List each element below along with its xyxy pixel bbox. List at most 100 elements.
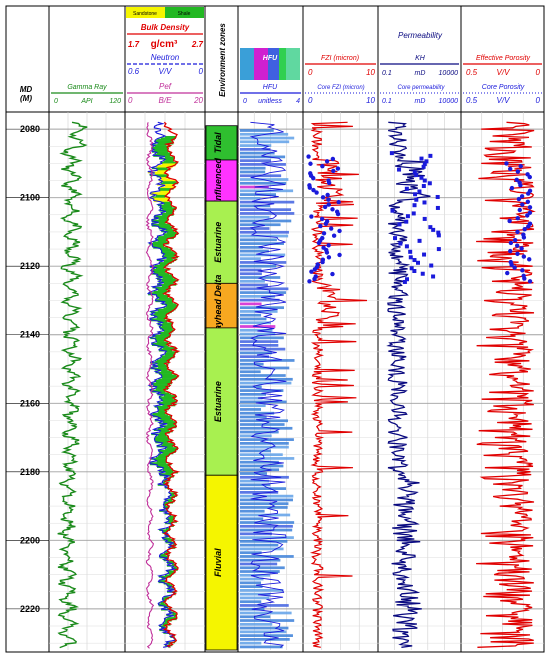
lithology-fill — [165, 471, 178, 474]
lithology-fill — [156, 152, 172, 155]
lithology-fill — [157, 331, 172, 334]
effective-porosity-unit: V/V — [497, 68, 511, 77]
lithology-fill — [157, 411, 167, 414]
lithology-fill — [169, 497, 173, 500]
lithology-fill — [156, 296, 169, 299]
lithology-fill — [154, 141, 173, 144]
lithology-fill — [169, 633, 171, 636]
core-fzi-point — [322, 204, 328, 210]
hfu-curve — [249, 121, 287, 648]
lithology-fill — [150, 193, 168, 196]
core-porosity-point — [508, 166, 513, 172]
lithology-fill — [165, 448, 178, 451]
core-permeability-point — [424, 159, 429, 164]
lithology-fill — [159, 432, 170, 434]
lithology-fill — [165, 352, 176, 355]
lithology-fill — [152, 286, 169, 289]
core-permeability-unit: mD — [415, 98, 426, 105]
hfu-bar — [240, 619, 295, 622]
hfu-bar — [240, 645, 283, 649]
kh-max: 10000 — [439, 70, 459, 77]
fzi-title: FZI (micron) — [321, 55, 359, 62]
hfu-bar — [240, 517, 264, 521]
core-porosity-point — [527, 257, 532, 262]
hfu-bar — [240, 540, 288, 543]
hfu-bar — [240, 272, 262, 276]
core-fzi-point — [337, 228, 342, 234]
lithology-fill — [149, 463, 172, 466]
lithology-fill — [165, 301, 173, 304]
hfu-bar — [240, 129, 274, 132]
hfu-bar — [240, 291, 286, 294]
lithology-fill — [160, 333, 170, 336]
hfu-bar — [240, 615, 271, 619]
hfu-bar — [240, 411, 275, 415]
hfu-legend-green — [279, 48, 286, 80]
hfu-bar — [240, 151, 275, 155]
core-permeability-point — [419, 175, 424, 180]
core-porosity-point — [512, 237, 518, 243]
kh-min: 0.1 — [382, 70, 392, 77]
hfu-bar — [240, 200, 295, 204]
lithology-fill — [158, 603, 166, 606]
core-permeability-point — [409, 266, 414, 271]
depth-tick-label: 2140 — [20, 330, 40, 340]
lithology-fill — [160, 374, 177, 377]
lithology-fill — [160, 186, 176, 189]
depth-axis-label: MD — [20, 85, 33, 94]
depth-tick-label: 2200 — [20, 535, 40, 545]
core-porosity-point — [508, 240, 514, 246]
core-fzi-point — [325, 192, 330, 198]
hfu-bar — [240, 381, 292, 385]
lithology-fill — [159, 157, 175, 160]
core-permeability-point — [411, 211, 416, 216]
lithology-fill — [158, 410, 165, 412]
pef-unit: B/E — [159, 96, 173, 105]
lithology-fill — [159, 422, 177, 425]
lithology-fill — [165, 135, 177, 138]
lithology-fill — [154, 438, 169, 441]
lithology-fill — [157, 142, 174, 145]
bulk-density-title: Bulk Density — [141, 23, 190, 32]
core-fzi-point — [331, 168, 336, 174]
lithology-fill — [161, 212, 173, 215]
core-permeability-point — [408, 255, 413, 260]
lithology-fill — [161, 377, 178, 379]
hfu-bar — [240, 196, 261, 200]
lithology-fill — [159, 189, 171, 192]
lithology-fill — [161, 285, 171, 288]
hfu-bar — [240, 242, 284, 245]
core-permeability-point — [422, 162, 427, 167]
shale-legend-swatch — [165, 7, 204, 18]
hfu-bar — [240, 566, 285, 570]
lithology-fill — [156, 259, 177, 262]
lithology-fill — [151, 342, 171, 345]
core-fzi-point — [316, 240, 322, 246]
core-porosity-point — [509, 262, 514, 268]
lithology-fill — [163, 203, 172, 205]
core-permeability-point — [436, 233, 441, 238]
kh-title: KH — [415, 55, 426, 62]
lithology-fill — [165, 185, 173, 188]
lithology-fill — [150, 414, 168, 416]
lithology-fill — [154, 145, 171, 148]
lithology-fill — [171, 495, 178, 497]
lithology-fill — [152, 244, 164, 246]
core-porosity-point — [515, 169, 521, 174]
hfu-bar — [240, 347, 286, 351]
core-fzi-point — [314, 190, 319, 195]
lithology-fill — [151, 220, 168, 223]
core-fzi-point — [326, 202, 331, 207]
lithology-fill — [161, 375, 179, 378]
lithology-fill — [158, 449, 176, 452]
zone-2 — [205, 200, 238, 284]
lithology-fill — [159, 453, 170, 456]
lithology-fill — [147, 171, 166, 174]
core-porosity-point — [519, 246, 524, 251]
permeability-title: Permeability — [398, 31, 443, 40]
lithology-fill — [149, 318, 166, 320]
core-permeability-point — [422, 178, 427, 183]
hfu-bar — [240, 468, 280, 472]
lithology-fill — [163, 467, 171, 470]
